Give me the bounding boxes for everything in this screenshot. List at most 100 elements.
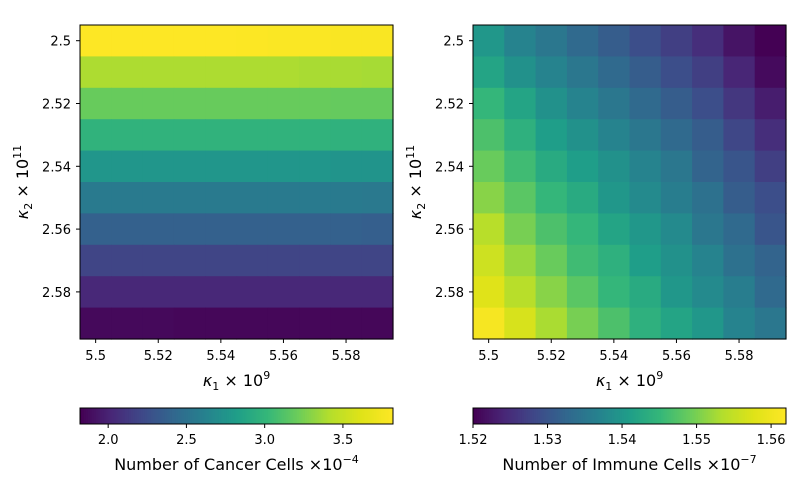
colorbar-segment — [508, 408, 511, 424]
heatmap-cell — [267, 307, 300, 340]
colorbar-segment — [365, 408, 369, 424]
heatmap-cell — [598, 213, 631, 246]
colorbar-segment — [617, 408, 621, 424]
heatmap-cell — [535, 276, 568, 309]
heatmap-cell — [361, 182, 394, 214]
heatmap-cell — [566, 150, 599, 183]
colorbar-segment — [484, 408, 488, 424]
colorbar-segment — [359, 408, 363, 424]
heatmap-cell — [173, 307, 206, 340]
heatmap-cell — [535, 307, 568, 340]
colorbar-segment — [535, 408, 539, 424]
colorbar-segment — [258, 408, 261, 424]
colorbar-segment — [299, 408, 302, 424]
heatmap-cell — [598, 182, 631, 214]
colorbar-segment — [594, 408, 597, 424]
colorbar-segment — [694, 408, 697, 424]
colorbar-segment — [177, 408, 181, 424]
colorbar-segment — [242, 408, 245, 424]
colorbar-segment — [349, 408, 353, 424]
colorbar-segment — [346, 408, 349, 424]
heatmap-cell — [330, 213, 363, 246]
colorbar-segment — [256, 408, 259, 424]
colorbar-segment — [318, 408, 322, 424]
colorbar-segment — [361, 408, 365, 424]
heatmap-cell — [299, 25, 331, 57]
colorbar-segment — [381, 408, 384, 424]
colorbar-segment — [197, 408, 200, 424]
colorbar-segment — [220, 408, 224, 424]
colorbar-tick-label: 2.5 — [176, 433, 197, 448]
colorbar-segment — [336, 408, 339, 424]
colorbar-segment — [582, 408, 586, 424]
colorbar-segment — [103, 408, 106, 424]
heatmap-cell — [723, 307, 756, 340]
colorbar-label: Number of Cancer Cells ×10−4 — [114, 453, 359, 474]
colorbar-segment — [697, 408, 701, 424]
colorbar-segment — [369, 408, 372, 424]
colorbar-segment — [572, 408, 576, 424]
heatmap-cell — [142, 307, 175, 340]
x-tick-label: 5.5 — [478, 349, 499, 364]
colorbar-segment — [136, 408, 140, 424]
heatmap-cell — [535, 150, 568, 183]
colorbar-segment — [670, 408, 674, 424]
x-axis-label-kappa: κ — [203, 371, 213, 390]
heatmap-cell — [629, 119, 662, 152]
colorbar-segment — [555, 408, 558, 424]
colorbar-segment — [711, 408, 715, 424]
heatmap-cell — [330, 244, 363, 277]
colorbar-segment — [504, 408, 507, 424]
colorbar-segment — [473, 408, 476, 424]
colorbar-segment — [762, 408, 765, 424]
heatmap-cell — [660, 182, 693, 214]
x-axis-label: κ1 × 109 — [596, 369, 663, 393]
colorbar-segment — [371, 408, 374, 424]
colorbar-segment — [586, 408, 589, 424]
colorbar-segment — [768, 408, 771, 424]
heatmap-cell — [111, 119, 144, 152]
heatmap-cell — [754, 307, 787, 340]
colorbar-segment — [578, 408, 582, 424]
heatmap-cell — [504, 244, 537, 277]
colorbar-segment — [512, 408, 515, 424]
colorbar-segment — [263, 408, 267, 424]
colorbar-segment — [383, 408, 386, 424]
colorbar-segment — [314, 408, 318, 424]
heatmap-cell — [754, 213, 787, 246]
colorbar-segment — [169, 408, 173, 424]
colorbar-segment — [607, 408, 611, 424]
colorbar-segment — [480, 408, 484, 424]
colorbar-segment — [355, 408, 359, 424]
heatmap-cell — [473, 150, 505, 183]
heatmap-cell — [535, 25, 568, 57]
colorbar-segment — [312, 408, 316, 424]
colorbar-segment — [606, 408, 609, 424]
heatmap-cell — [754, 25, 787, 57]
colorbar-segment — [265, 408, 269, 424]
heatmap-cell — [504, 307, 537, 340]
x-axis-label-sup: 9 — [263, 369, 270, 382]
heatmap-cell — [173, 213, 206, 246]
heatmap-cell — [473, 244, 505, 277]
colorbar-segment — [310, 408, 314, 424]
colorbar-segment — [776, 408, 779, 424]
y-tick-label: 2.58 — [435, 286, 464, 301]
heatmap-cell — [566, 87, 599, 120]
colorbar-segment — [213, 408, 216, 424]
colorbar-segment — [496, 408, 499, 424]
colorbar-segment — [611, 408, 615, 424]
colorbar-segment — [643, 408, 646, 424]
heatmap-cell — [173, 119, 206, 152]
colorbar-segment — [641, 408, 644, 424]
colorbar-segment — [99, 408, 103, 424]
colorbar-segment — [80, 408, 83, 424]
heatmap-cell — [660, 119, 693, 152]
heatmap-cell — [660, 276, 693, 309]
colorbar-segment — [531, 408, 535, 424]
colorbar-segment — [160, 408, 163, 424]
colorbar-segment — [680, 408, 683, 424]
heatmap-cell — [692, 276, 724, 309]
heatmap-cell — [80, 150, 112, 183]
colorbar-segment — [537, 408, 541, 424]
